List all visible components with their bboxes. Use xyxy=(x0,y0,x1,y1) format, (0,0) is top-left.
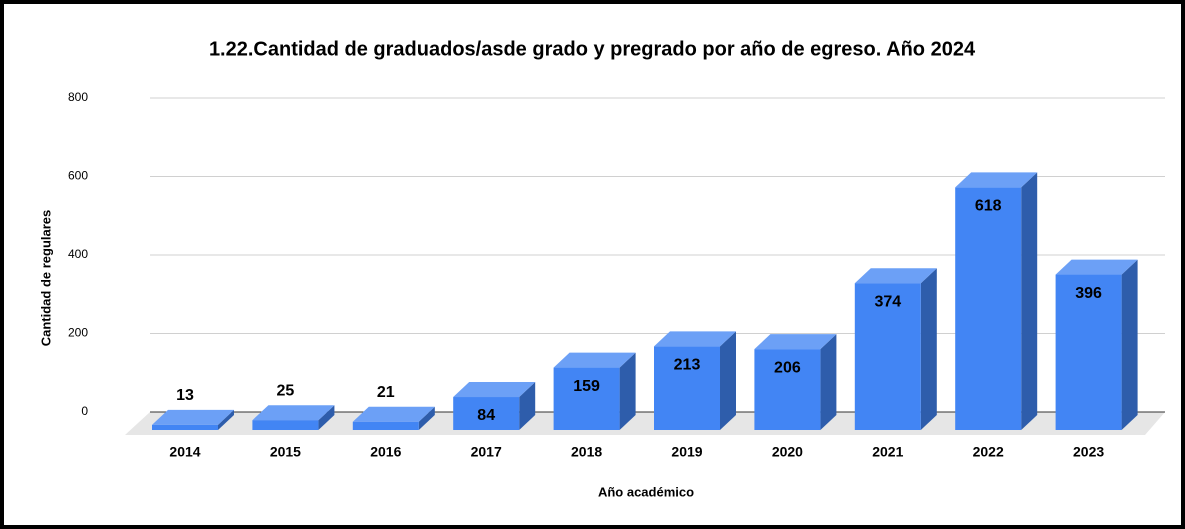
bar-front xyxy=(352,421,419,430)
data-label: 396 xyxy=(1075,285,1102,302)
bar-front xyxy=(654,346,720,430)
x-tick-label: 2021 xyxy=(872,444,903,460)
bar-front xyxy=(252,420,319,430)
bar-top xyxy=(654,331,736,347)
bar xyxy=(754,334,837,430)
bar-top xyxy=(754,334,837,350)
bar xyxy=(955,172,1038,430)
data-label: 618 xyxy=(975,198,1002,215)
bar xyxy=(854,268,937,430)
data-label: 159 xyxy=(573,378,600,395)
bar-top xyxy=(553,352,636,368)
y-tick-label: 400 xyxy=(68,247,88,261)
data-label: 206 xyxy=(774,359,801,376)
bar xyxy=(352,406,435,430)
y-tick-label: 800 xyxy=(68,90,88,104)
bar-top xyxy=(252,405,335,421)
y-axis-label: Cantidad de regulares xyxy=(38,210,53,347)
data-label: 21 xyxy=(377,384,395,401)
x-tick-label: 2019 xyxy=(671,444,702,460)
bar-front xyxy=(1055,274,1122,430)
data-label: 213 xyxy=(674,357,701,374)
x-tick-label: 2015 xyxy=(270,444,301,460)
bar xyxy=(453,382,536,430)
bar-top xyxy=(854,268,937,284)
bar-top xyxy=(955,172,1038,188)
bar-front xyxy=(152,424,218,430)
x-tick-label: 2023 xyxy=(1073,444,1104,460)
x-tick-label: 2016 xyxy=(370,444,401,460)
bar-side xyxy=(418,406,435,430)
bars: 2014 13 2015 25 2016 21 2017 84 2018 159 2019 213 20… xyxy=(152,172,1138,460)
y-tick-label: 600 xyxy=(68,169,88,183)
data-label: 13 xyxy=(176,387,194,404)
bar-top xyxy=(152,409,234,425)
x-tick-label: 2022 xyxy=(973,444,1004,460)
bar-front xyxy=(854,283,921,430)
bar-front xyxy=(955,187,1022,430)
bar-front xyxy=(453,397,520,430)
bar-side xyxy=(519,382,536,430)
x-tick-label: 2017 xyxy=(471,444,502,460)
bar-front xyxy=(754,349,821,430)
bar xyxy=(252,405,335,430)
y-tick-label: 0 xyxy=(81,404,88,418)
bar-top xyxy=(453,382,536,398)
bar-side xyxy=(1021,172,1038,430)
bar-side xyxy=(920,268,937,430)
y-tick-label: 200 xyxy=(68,326,88,340)
bar xyxy=(654,331,736,430)
bar-side xyxy=(820,334,837,430)
chart-title: 1.22.Cantidad de graduados/asde grado y … xyxy=(209,38,976,60)
bar-side xyxy=(619,352,636,430)
bar-side xyxy=(1121,259,1138,430)
bar-side xyxy=(318,405,335,430)
x-tick-label: 2014 xyxy=(169,444,200,460)
bar-top xyxy=(1055,259,1138,275)
x-axis-label: Año académico xyxy=(598,484,694,499)
bar xyxy=(553,352,636,430)
bar-side xyxy=(218,409,234,430)
data-label: 374 xyxy=(874,293,901,310)
bar-top xyxy=(352,406,435,422)
bar xyxy=(152,409,234,430)
bar-side xyxy=(720,331,736,430)
data-label: 84 xyxy=(477,407,495,424)
data-label: 25 xyxy=(277,382,295,399)
bar xyxy=(1055,259,1138,430)
x-tick-label: 2020 xyxy=(772,444,803,460)
x-tick-label: 2018 xyxy=(571,444,602,460)
bar-front xyxy=(553,367,620,430)
